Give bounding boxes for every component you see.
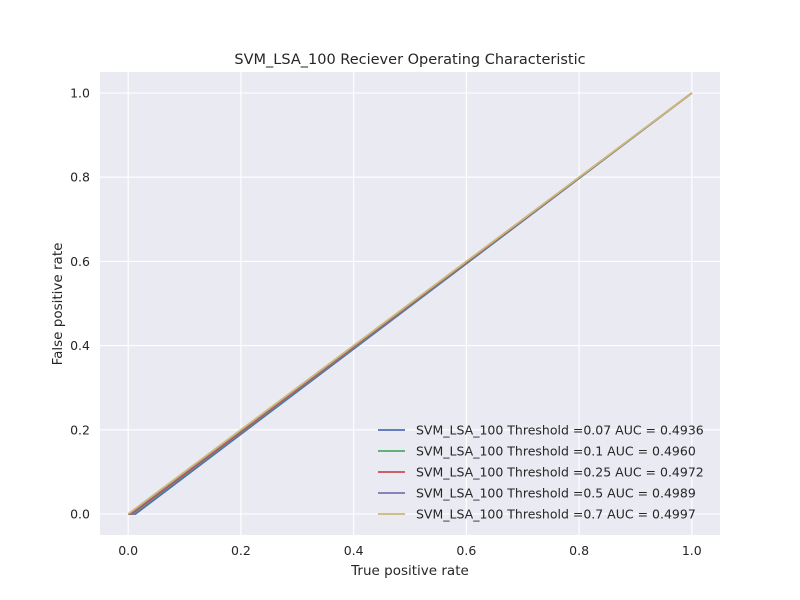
x-tick-label: 0.4 — [344, 543, 364, 558]
y-gridlines — [100, 92, 720, 515]
legend-entry-3: SVM_LSA_100 Threshold =0.5 AUC = 0.4989 — [416, 486, 696, 501]
legend-entry-4: SVM_LSA_100 Threshold =0.7 AUC = 0.4997 — [416, 507, 696, 522]
x-gridlines — [127, 72, 693, 535]
legend-entry-0: SVM_LSA_100 Threshold =0.07 AUC = 0.4936 — [416, 423, 704, 438]
x-tick-label: 1.0 — [682, 543, 702, 558]
y-tick-labels: 0.0 0.2 0.4 0.6 0.8 1.0 — [70, 86, 90, 522]
y-tick-label: 1.0 — [70, 86, 90, 101]
y-tick-label: 0.4 — [70, 338, 90, 353]
x-axis-label: True positive rate — [350, 563, 469, 579]
chart-title: SVM_LSA_100 Reciever Operating Character… — [234, 52, 585, 68]
series-lines — [127, 92, 693, 515]
x-tick-label: 0.2 — [231, 543, 251, 558]
x-tick-labels: 0.0 0.2 0.4 0.6 0.8 1.0 — [118, 543, 702, 558]
y-tick-label: 0.2 — [70, 422, 90, 437]
series-line-4 — [127, 92, 693, 515]
y-tick-label: 0.0 — [70, 506, 90, 521]
x-tick-label: 0.6 — [456, 543, 476, 558]
y-tick-label: 0.6 — [70, 254, 90, 269]
y-axis-label: False positive rate — [50, 243, 66, 366]
legend-entry-2: SVM_LSA_100 Threshold =0.25 AUC = 0.4972 — [416, 465, 704, 480]
y-tick-label: 0.8 — [70, 170, 90, 185]
x-tick-label: 0.8 — [569, 543, 589, 558]
legend: SVM_LSA_100 Threshold =0.07 AUC = 0.4936… — [378, 423, 704, 522]
legend-entry-1: SVM_LSA_100 Threshold =0.1 AUC = 0.4960 — [416, 444, 696, 459]
x-tick-label: 0.0 — [118, 543, 138, 558]
